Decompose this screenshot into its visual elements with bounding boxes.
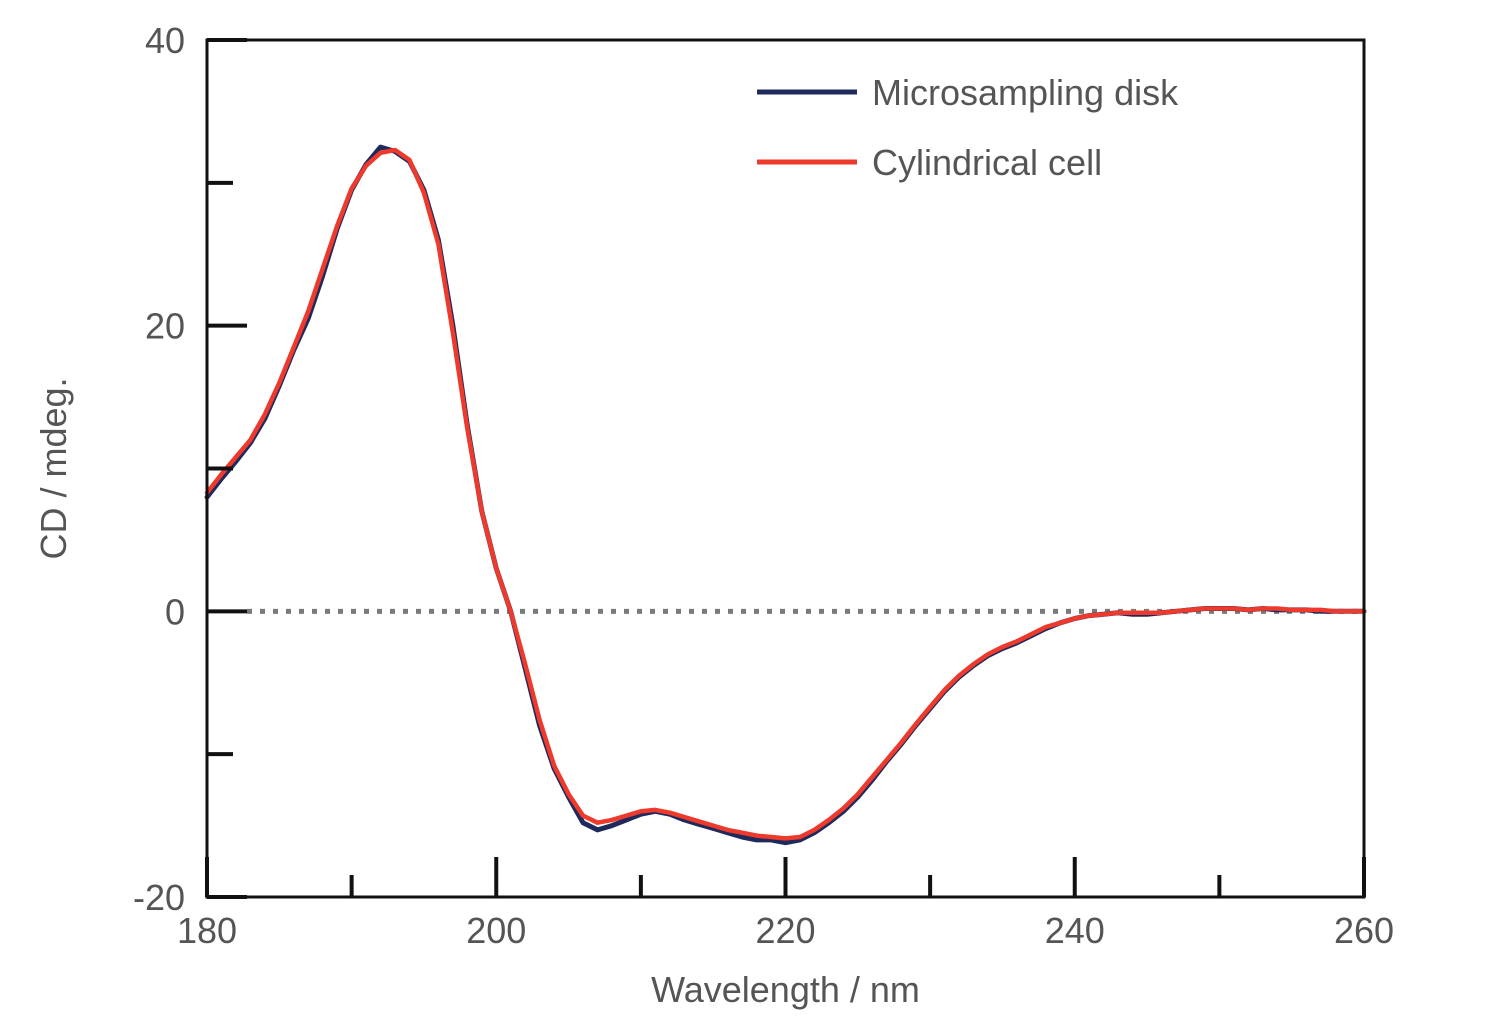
x-tick-label: 220 <box>755 910 815 951</box>
x-tick-label: 200 <box>466 910 526 951</box>
series-line-cylindrical-cell <box>204 147 1367 841</box>
x-tick-label: 260 <box>1334 910 1394 951</box>
y-tick-label: 40 <box>145 20 185 61</box>
x-axis-title: Wavelength / nm <box>651 969 920 1010</box>
series-line-microsampling-disk <box>204 144 1367 846</box>
x-tick-label: 180 <box>177 910 237 951</box>
y-tick-label: -20 <box>133 877 185 918</box>
y-tick-label: 20 <box>145 306 185 347</box>
y-tick-label: 0 <box>165 591 185 632</box>
y-axis-title: CD / mdeg. <box>33 377 74 559</box>
plot-frame <box>205 38 1366 899</box>
x-tick-label: 240 <box>1045 910 1105 951</box>
legend: Microsampling disk Cylindrical cell <box>757 72 1179 183</box>
legend-label-microsampling-disk: Microsampling disk <box>872 72 1179 113</box>
legend-label-cylindrical-cell: Cylindrical cell <box>872 142 1102 183</box>
